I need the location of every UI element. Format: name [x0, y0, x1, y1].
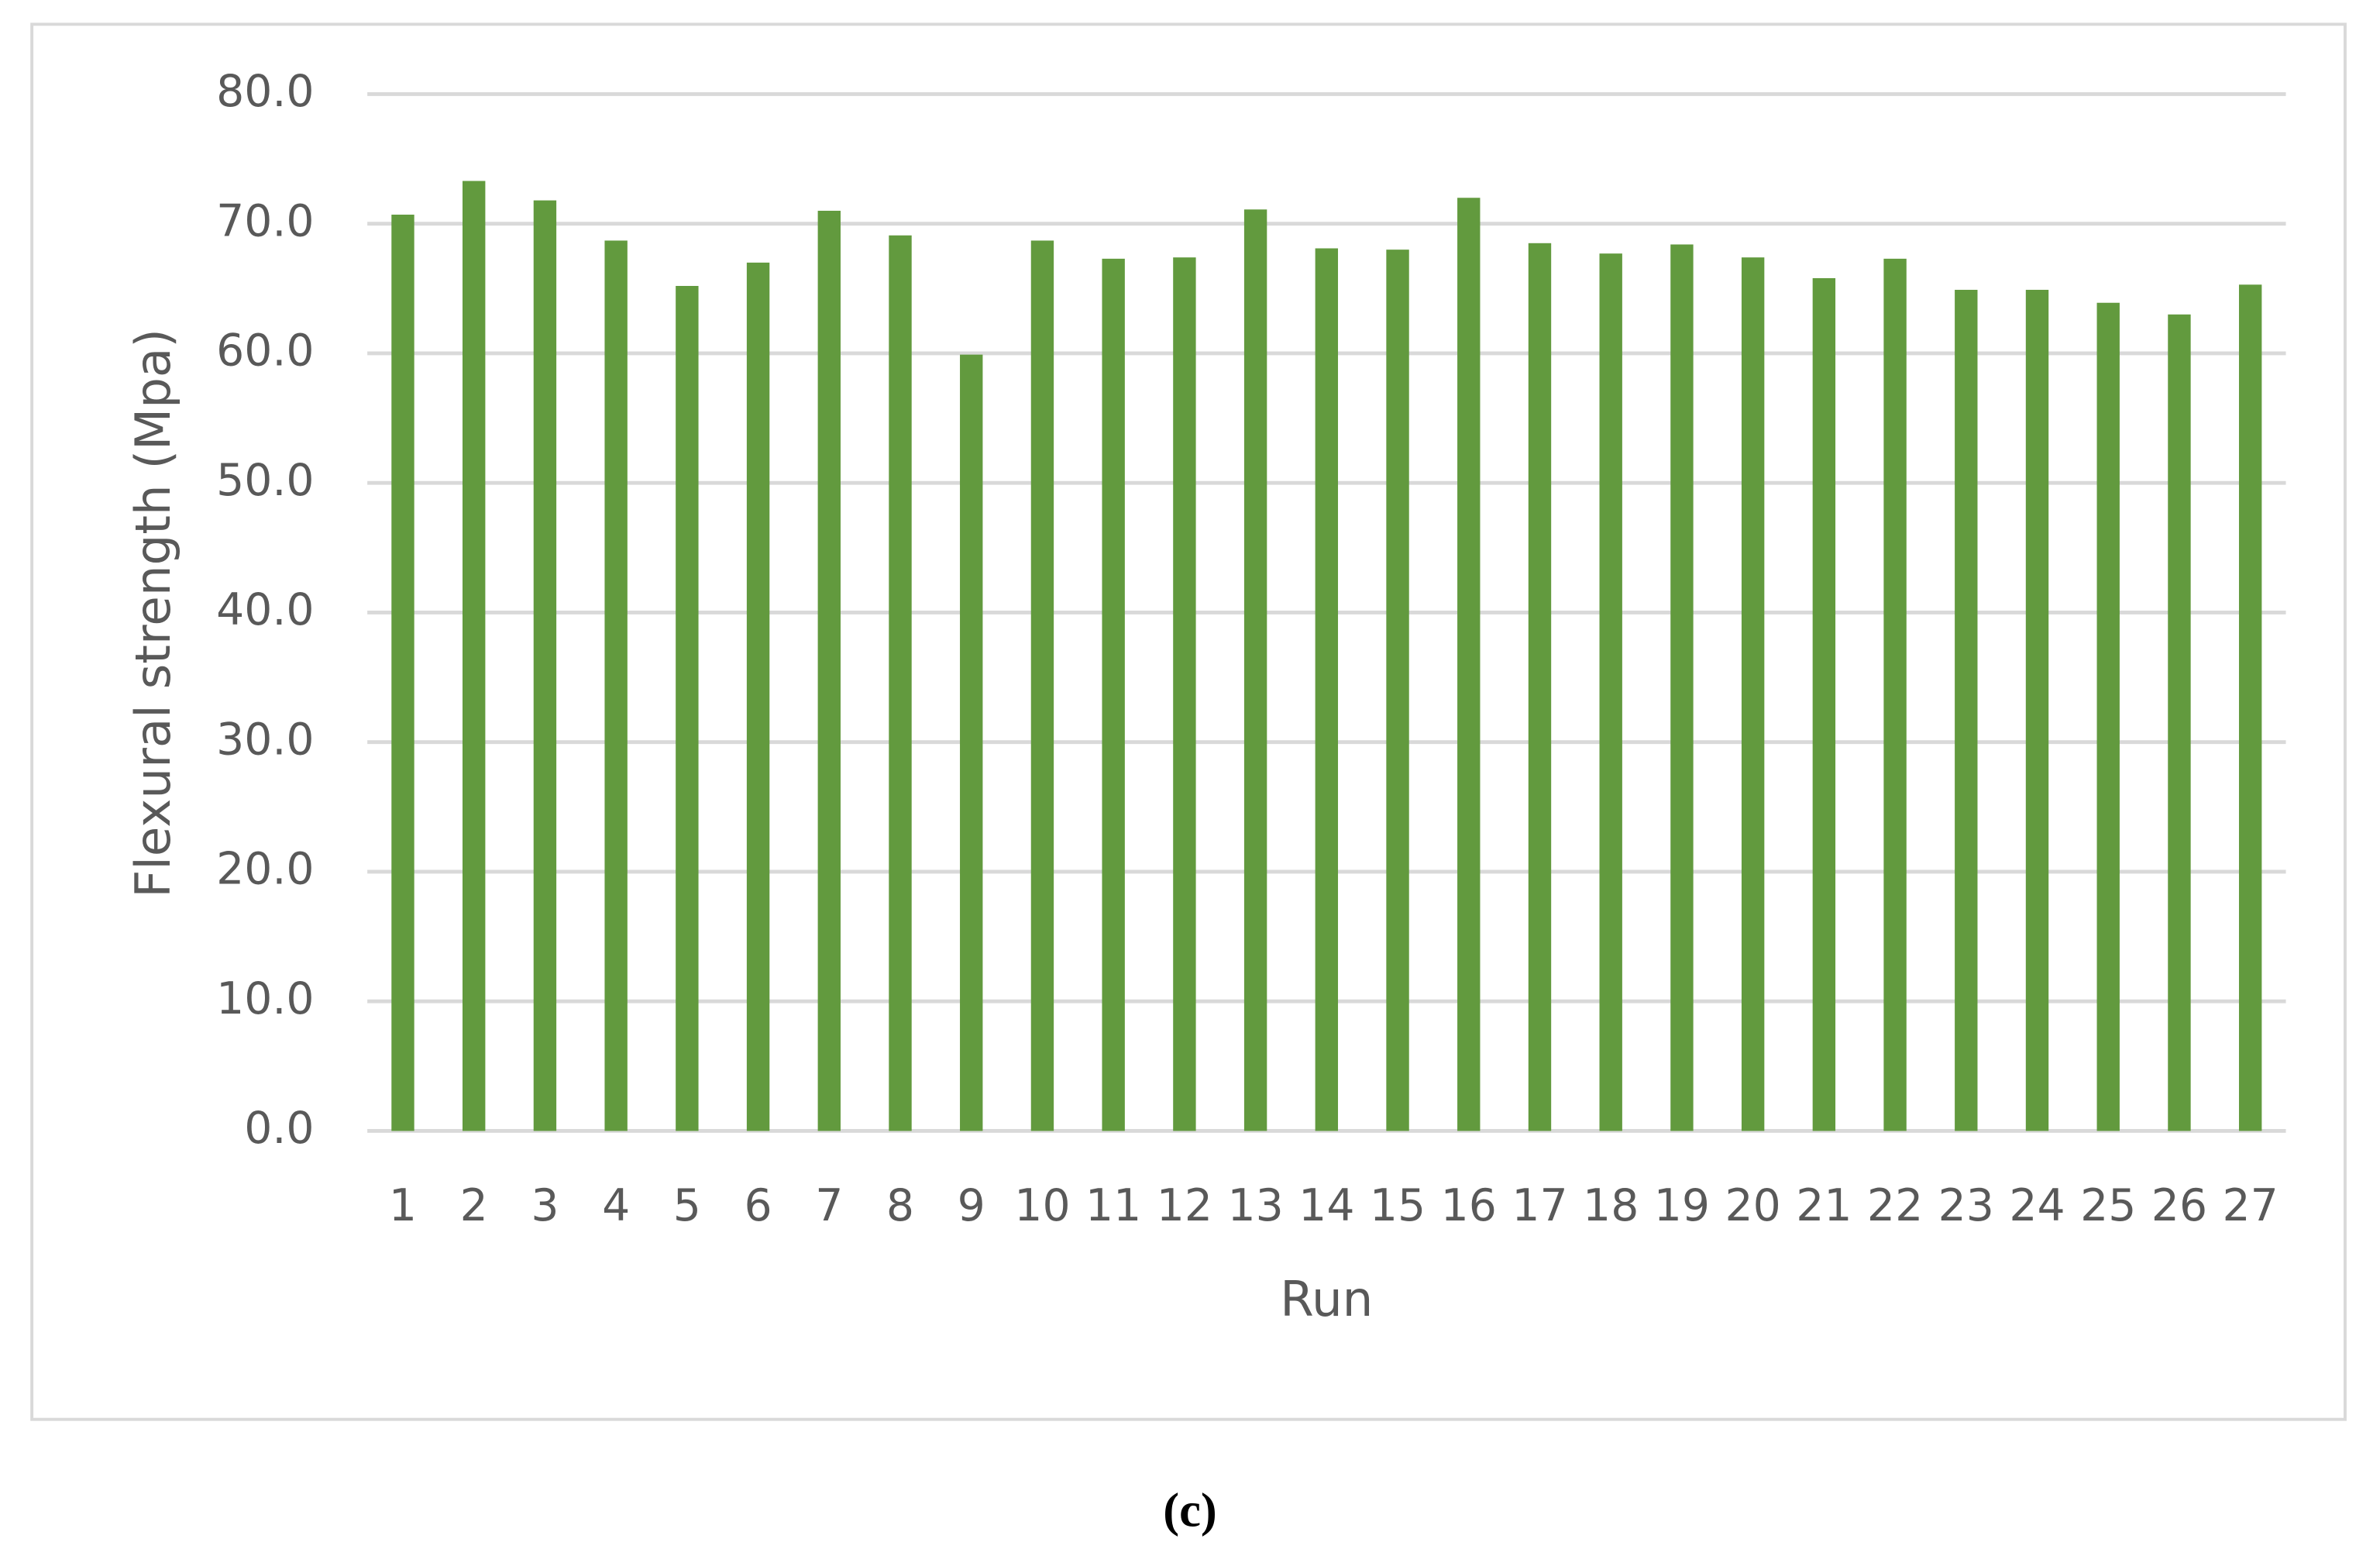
bar — [391, 215, 414, 1131]
x-tick-label: 2 — [460, 1180, 488, 1231]
caption: (c) — [1163, 1482, 1217, 1537]
x-tick-label: 21 — [1796, 1180, 1852, 1231]
x-tick-label: 5 — [673, 1180, 701, 1231]
x-tick-label: 15 — [1370, 1180, 1426, 1231]
bar — [1670, 244, 1694, 1131]
x-tick-label: 19 — [1654, 1180, 1710, 1231]
bar — [1030, 240, 1054, 1131]
y-tick-label: 0.0 — [244, 1103, 314, 1154]
bar — [2168, 314, 2191, 1131]
y-tick-label: 80.0 — [216, 66, 314, 117]
x-tick-label: 20 — [1725, 1180, 1780, 1231]
bar — [1173, 257, 1196, 1131]
x-tick-label: 6 — [745, 1180, 772, 1231]
bar — [1243, 209, 1267, 1131]
x-tick-label: 17 — [1512, 1180, 1567, 1231]
bar — [1386, 250, 1409, 1131]
x-tick-label: 22 — [1867, 1180, 1923, 1231]
bar — [604, 240, 628, 1131]
bar — [2238, 284, 2262, 1131]
y-tick-label: 60.0 — [216, 325, 314, 377]
bar — [746, 262, 770, 1131]
x-tick-label: 25 — [2080, 1180, 2136, 1231]
y-axis-label: Flexural strength (Mpa) — [125, 329, 181, 897]
y-tick-label: 20.0 — [216, 844, 314, 895]
x-tick-label: 7 — [815, 1180, 843, 1231]
bar — [533, 200, 557, 1131]
y-tick-label: 30.0 — [216, 714, 314, 765]
bar — [1599, 253, 1622, 1131]
bar — [1883, 258, 1907, 1131]
x-tick-label: 16 — [1441, 1180, 1497, 1231]
bar — [1315, 248, 1339, 1131]
bar — [676, 285, 699, 1131]
bar — [463, 181, 486, 1131]
bar — [817, 210, 841, 1131]
x-tick-label: 24 — [2009, 1180, 2065, 1231]
bar — [2096, 302, 2120, 1131]
bar — [1741, 257, 1765, 1131]
x-tick-label: 3 — [531, 1180, 559, 1231]
bar — [1812, 277, 1836, 1131]
x-tick-label: 26 — [2151, 1180, 2207, 1231]
x-tick-label: 23 — [1938, 1180, 1994, 1231]
bar — [1955, 290, 1978, 1131]
y-tick-label: 50.0 — [216, 455, 314, 506]
x-tick-label: 13 — [1227, 1180, 1283, 1231]
x-tick-label: 8 — [886, 1180, 914, 1231]
y-tick-label: 10.0 — [216, 973, 314, 1024]
bar — [960, 354, 983, 1131]
x-tick-label: 14 — [1298, 1180, 1354, 1231]
x-tick-label: 12 — [1157, 1180, 1212, 1231]
y-tick-label: 70.0 — [216, 195, 314, 246]
x-tick-label: 1 — [389, 1180, 417, 1231]
y-tick-label: 40.0 — [216, 584, 314, 635]
bar — [2025, 290, 2049, 1131]
x-tick-label: 4 — [602, 1180, 630, 1231]
x-tick-label: 27 — [2223, 1180, 2279, 1231]
x-tick-label: 9 — [958, 1180, 985, 1231]
x-tick-label: 18 — [1583, 1180, 1639, 1231]
x-tick-label: 10 — [1014, 1180, 1070, 1231]
bar — [1528, 243, 1552, 1131]
bar — [1102, 258, 1125, 1131]
x-axis-label: Run — [1280, 1271, 1373, 1327]
bar — [889, 235, 912, 1131]
bar — [1457, 198, 1481, 1131]
x-tick-label: 11 — [1085, 1180, 1141, 1231]
